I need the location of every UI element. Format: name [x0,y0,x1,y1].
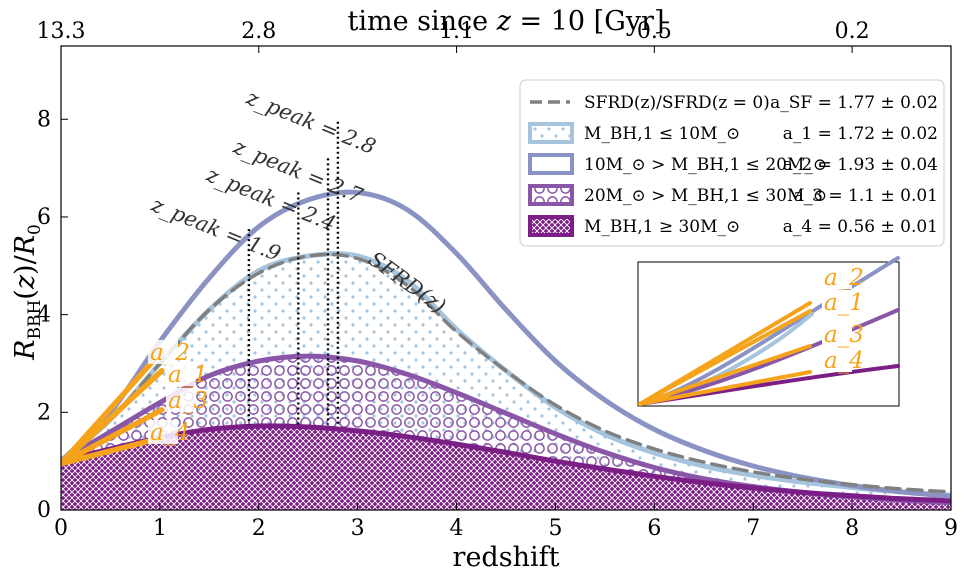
series-line-10m-m-bh-1-20m [61,189,951,499]
fit-label-a1: a_1 [168,362,208,388]
inset-label-bg [822,290,852,314]
x-tick-label: 8 [845,516,859,541]
legend-fit: a_1 = 1.72 ± 0.02 [783,124,938,144]
y-tick-label: 2 [37,400,51,425]
x-tick-label: 2 [252,516,266,541]
y-tick-label: 6 [37,205,51,230]
top-tick-label: 0.5 [637,19,672,44]
x-tick-label: 3 [351,516,365,541]
top-axis-title: time since z = 10 [Gyr] [348,6,665,37]
fit-label-a3: a_3 [168,388,208,414]
top-tick-label: 13.3 [37,19,86,44]
inset-fit-a1 [638,309,812,406]
legend-swatch [528,153,574,175]
plot-frame [60,45,952,511]
top-tick-label: 2.8 [241,19,276,44]
plot-area [61,189,951,510]
fit-label-bg [148,340,178,364]
fit-label-a4: a_4 [150,420,190,446]
fit-label-a2: a_2 [150,340,190,366]
inset-label-bg [822,322,852,346]
fit-line-a3 [61,407,165,467]
inset-lines: a_2a_1 a_3a_4 [638,256,900,406]
legend-label: M_BH,1 ≤ 10M_⊙ [584,124,740,144]
inset-label-a3: a_3 [824,322,864,348]
top-tick-label: 0.2 [835,19,870,44]
legend-fit: a_4 = 0.56 ± 0.01 [783,217,938,237]
y-tick-label: 4 [37,303,51,328]
axes: 0 1 2 3 4 5 6 7 8 9 0 2 4 6 8 13.3 2.8 1.1 0.5 0.2 [37,19,958,541]
legend-swatch [528,122,574,144]
inset-label-bg [822,348,852,372]
legend-label: SFRD(z)/SFRD(z = 0) [584,93,770,113]
y-tick-label: 0 [37,498,51,523]
x-tick-label: 9 [944,516,958,541]
top-tick-label: 1.1 [439,19,474,44]
x-tick-label: 6 [647,516,661,541]
series-line-sfrd-z-sfrd-z-0 [61,252,951,494]
inset-label-a4: a_4 [824,348,864,374]
inset: a_2a_1 a_3a_4 [637,256,900,407]
fit-labels: a_2a_1a_3 a_4 [148,340,208,446]
y-tick-label: 8 [37,107,51,132]
legend-label: M_BH,1 ≥ 30M_⊙ [584,217,740,237]
legend-fit: a_SF = 1.77 ± 0.02 [770,93,938,113]
area-m-bh-1-30m [61,425,951,510]
fit-line-a4 [61,434,165,467]
inset-label-a2: a_2 [824,265,864,291]
y-axis-title: RBBH(z)/R0 [10,224,45,361]
x-axis-title: redshift [453,542,560,573]
legend-label: 20M_⊙ > M_BH,1 ≤ 30M_⊙ [584,186,827,206]
x-tick-label: 4 [450,516,464,541]
x-tick-label: 7 [746,516,760,541]
fit-label-bg [166,362,196,386]
fit-label-bg [148,420,178,444]
x-tick-label: 1 [153,516,167,541]
inset-fit-a4 [638,370,812,406]
x-tick-label: 5 [548,516,562,541]
legend-box [519,79,945,247]
legend-fit: a_3 = 1.1 ± 0.01 [794,186,938,206]
legend-fit: a_2 = 1.93 ± 0.04 [783,155,938,175]
legend-swatch [528,184,574,206]
x-tick-label: 0 [54,516,68,541]
series-line-m-bh-1-30m [61,423,951,504]
fit-label-bg [166,388,196,412]
fit-line-a1 [61,368,165,467]
legend: SFRD(z)/SFRD(z = 0) a_SF = 1.77 ± 0.02 M_B… [519,79,945,247]
legend-label: 10M_⊙ > M_BH,1 ≤ 20M_⊙ [584,155,827,175]
inset-label-a1: a_1 [824,290,864,316]
legend-swatch [528,215,574,237]
inset-fit-a3 [638,344,812,406]
inset-label-bg [822,265,852,289]
